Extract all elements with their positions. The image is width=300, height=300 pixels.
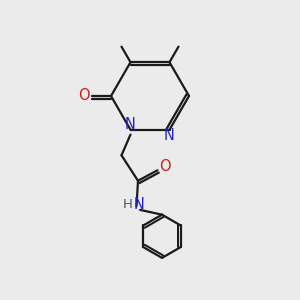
- Text: N: N: [125, 117, 136, 132]
- Text: O: O: [159, 159, 171, 174]
- Text: O: O: [78, 88, 90, 104]
- Text: N: N: [134, 197, 144, 212]
- Text: N: N: [164, 128, 175, 143]
- Text: H: H: [123, 198, 132, 211]
